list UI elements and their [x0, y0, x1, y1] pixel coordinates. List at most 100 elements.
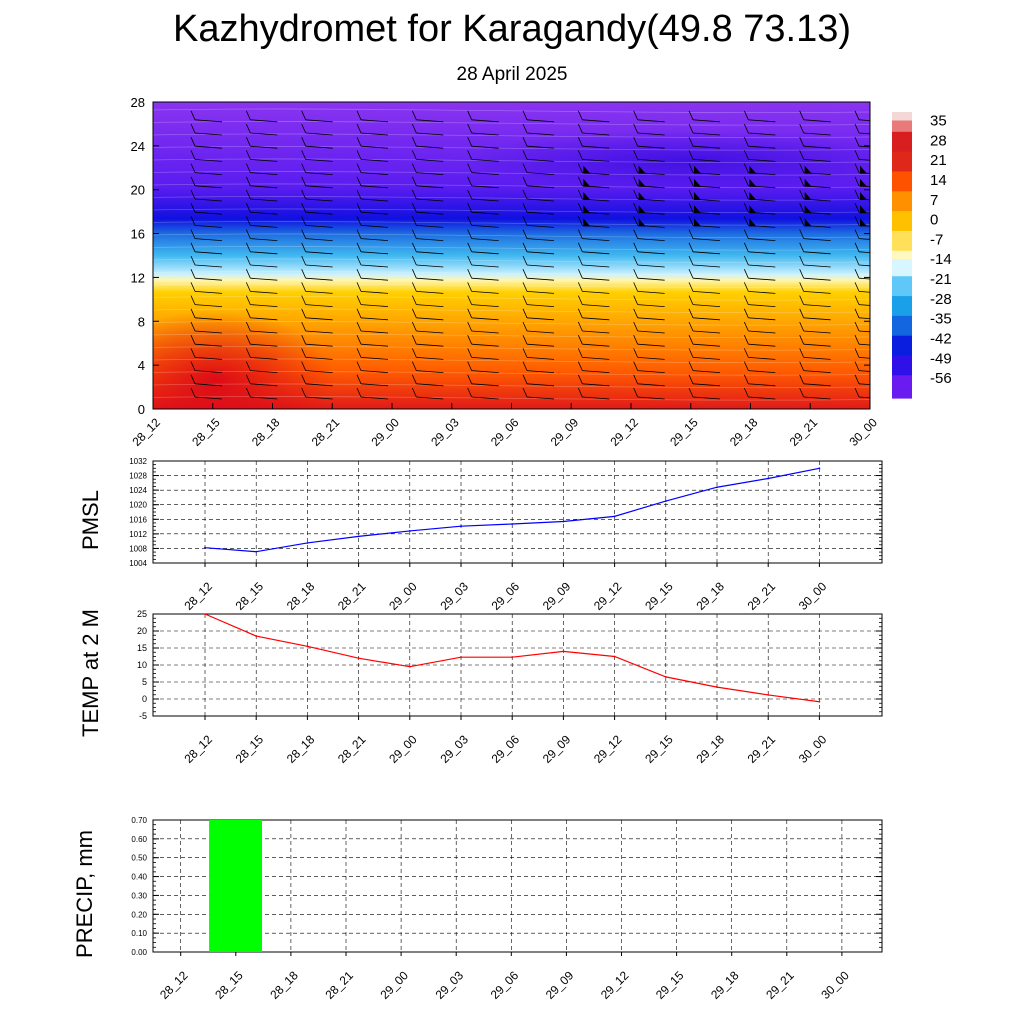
wind-barb	[522, 321, 555, 334]
wind-barb-flag	[688, 176, 694, 186]
wind-barb-shaft	[748, 119, 776, 123]
wind-barb	[356, 216, 389, 228]
wind-barb	[301, 387, 333, 400]
wind-barb-flag	[356, 335, 362, 345]
wind-barb-shaft	[582, 145, 610, 149]
wind-barb-flag	[190, 137, 196, 147]
wind-barb-flag	[743, 123, 749, 134]
x-tick-label: 29_09	[548, 415, 582, 449]
wind-barb-pennant	[860, 192, 867, 200]
wind-barb-flag	[688, 374, 694, 384]
colorbar-band	[892, 245, 912, 252]
wind-barb-shaft	[858, 304, 870, 306]
colorbar-band	[892, 176, 912, 182]
colorbar-band	[892, 271, 912, 277]
wind-barb-flag	[743, 348, 749, 358]
wind-barb-shaft	[748, 357, 776, 360]
x-tick-label: 29_15	[653, 968, 687, 1002]
wind-barb	[743, 361, 776, 373]
wind-barb-flag	[633, 387, 639, 398]
wind-barb-shaft	[194, 185, 223, 189]
wind-barb	[743, 387, 776, 400]
x-tick-label: 29_15	[642, 579, 676, 613]
wind-barb-flag	[411, 216, 417, 226]
wind-barb	[743, 229, 776, 241]
wind-barb-flag	[633, 229, 639, 239]
wind-barb	[301, 163, 333, 175]
wind-barb	[854, 374, 870, 386]
y-tick-label: 0.30	[131, 891, 147, 900]
chart-title: Kazhydromet for Karagandy(49.8 73.13)	[172, 8, 852, 50]
wind-barb-flag	[190, 216, 196, 226]
wind-barb-shaft	[194, 330, 223, 334]
wind-barb	[522, 110, 555, 123]
wind-barb-shaft	[637, 317, 665, 321]
x-tick-label: 30_00	[796, 732, 830, 766]
wind-barb-flag	[245, 216, 251, 226]
colorbar: 35 28 21 14 7 0 -7 -14 -21 -28 -35 -42 -49 -56	[892, 112, 952, 399]
wind-barb-shaft	[360, 343, 389, 347]
wind-barb-shaft	[858, 277, 870, 280]
wind-barb-flag	[467, 123, 473, 134]
wind-barb-shaft	[526, 277, 555, 281]
wind-barb	[577, 321, 610, 334]
wind-barb	[356, 295, 389, 307]
wind-barb	[301, 255, 333, 268]
y-tick-label: 1016	[129, 515, 147, 524]
wind-barb-flag	[467, 203, 473, 213]
data-point	[664, 676, 667, 678]
colorbar-band	[892, 301, 912, 307]
wind-barb	[577, 269, 610, 281]
wind-barb	[522, 176, 555, 189]
wind-barb-flag	[356, 308, 362, 318]
wind-barb-flag	[522, 387, 528, 398]
wind-barb	[190, 255, 223, 268]
wind-barb	[854, 321, 870, 333]
wind-barb	[688, 387, 721, 400]
wind-barb	[577, 361, 610, 373]
wind-barb	[467, 282, 499, 294]
wind-barb-flag	[522, 308, 528, 318]
wind-barb	[301, 374, 333, 387]
wind-barb-flag	[356, 176, 362, 186]
wind-barb	[467, 137, 499, 149]
wind-barb	[799, 321, 831, 334]
wind-barb-shaft	[194, 198, 223, 202]
colorbar-band	[892, 370, 912, 376]
x-tick-label: 29_12	[607, 415, 641, 449]
wind-barb-pennant	[583, 205, 591, 214]
wind-barb-flag	[411, 269, 417, 279]
colorbar-band	[892, 191, 912, 197]
wind-barb	[356, 348, 389, 360]
wind-barb-shaft	[360, 277, 389, 281]
wind-barb-shaft	[692, 317, 721, 321]
colorbar-band	[892, 216, 912, 222]
wind-barb-flag	[688, 321, 694, 332]
wind-barb-flag	[522, 374, 528, 384]
wind-barb	[799, 203, 831, 215]
wind-barb-flag	[799, 229, 805, 239]
wind-barb-flag	[245, 348, 251, 358]
wind-barb-flag	[688, 216, 694, 226]
wind-barb-shaft	[582, 343, 610, 347]
colorbar-band	[892, 141, 912, 148]
wind-barb-flag	[854, 308, 860, 318]
wind-barb-shaft	[803, 291, 831, 294]
wind-barb-shaft	[803, 304, 831, 307]
wind-barb-flag	[854, 123, 860, 134]
wind-barb	[467, 189, 499, 202]
wind-barb-flag	[301, 308, 307, 318]
wind-barb	[688, 176, 721, 189]
wind-barb-flag	[301, 163, 307, 173]
wind-barb	[467, 255, 499, 268]
wind-barb-shaft	[360, 185, 389, 189]
wind-barb	[688, 348, 721, 360]
wind-barb	[411, 110, 444, 123]
contour-line	[153, 121, 870, 126]
wind-barb	[411, 123, 444, 136]
wind-barb	[688, 203, 721, 215]
contour-line	[153, 396, 870, 401]
wind-barb-shaft	[526, 251, 555, 255]
wind-barb	[522, 387, 555, 400]
wind-barb	[245, 335, 278, 347]
